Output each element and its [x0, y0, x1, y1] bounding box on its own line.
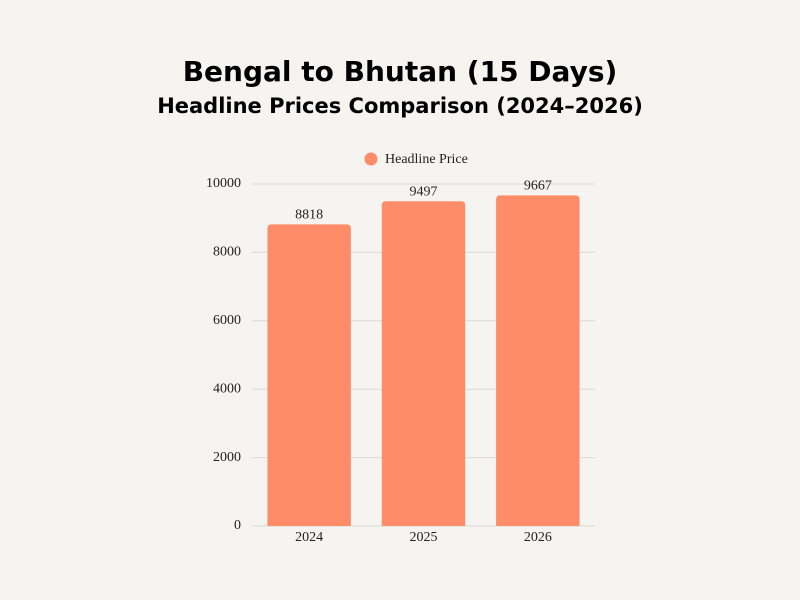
y-tick-label: 10000	[206, 176, 241, 191]
y-tick-label: 6000	[213, 313, 241, 328]
bar	[381, 201, 466, 526]
data-label: 9497	[410, 184, 438, 199]
y-tick-label: 0	[234, 518, 241, 533]
legend-marker	[364, 152, 378, 166]
bar	[496, 195, 580, 526]
y-tick-label: 4000	[213, 381, 241, 396]
x-tick-label: 2025	[410, 530, 438, 545]
bar	[267, 224, 351, 527]
chart-title: Bengal to Bhutan (15 Days)	[183, 55, 618, 88]
y-tick-label: 8000	[213, 245, 241, 260]
x-tick-label: 2026	[524, 530, 552, 545]
chart-subtitle: Headline Prices Comparison (2024–2026)	[157, 94, 643, 118]
y-tick-label: 2000	[213, 450, 241, 465]
legend-label: Headline Price	[385, 152, 468, 167]
data-label: 8818	[295, 208, 323, 223]
data-label: 9667	[524, 179, 552, 194]
x-tick-label: 2024	[295, 530, 323, 545]
